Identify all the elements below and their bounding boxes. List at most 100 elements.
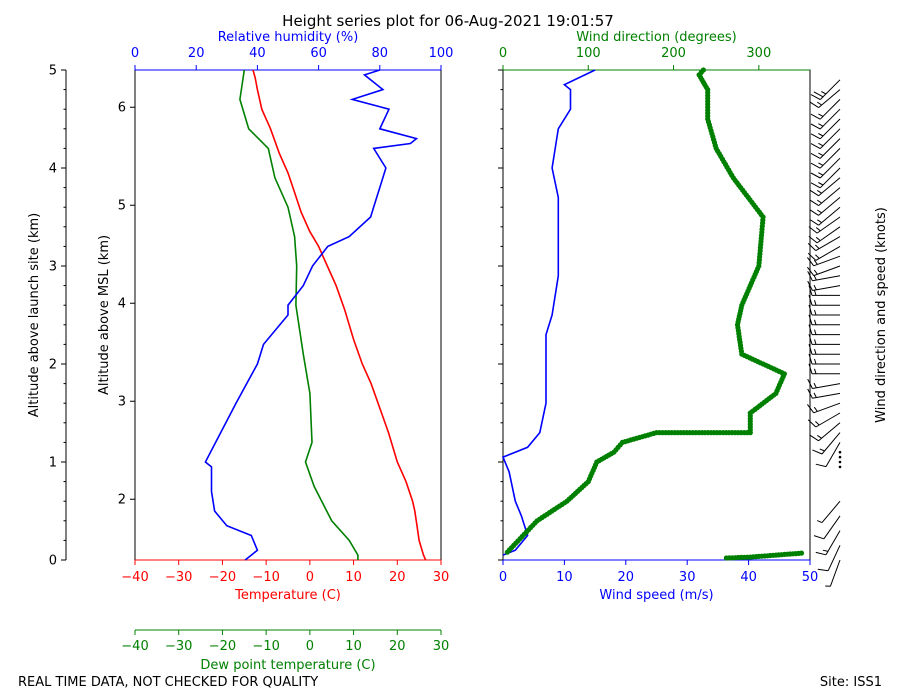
wind-barb-half-flag — [817, 101, 822, 106]
wind-barb-staff — [812, 285, 841, 291]
wind-barb-half-flag — [817, 520, 823, 524]
wind-direction-tick-label: 0 — [499, 46, 507, 61]
wind-barb-flag — [808, 304, 813, 316]
dewpoint-tick-label: 30 — [433, 639, 450, 654]
wind-barb-half-flag — [813, 275, 817, 281]
wind-barb-flag — [807, 419, 817, 428]
wind-barb-flag — [809, 189, 819, 197]
wind-barb-staff — [827, 545, 841, 571]
wind-barb-flag — [807, 404, 815, 414]
temperature-axis-label: Temperature (C) — [234, 588, 341, 603]
wind-barb-staff — [813, 255, 841, 267]
wind-barb-half-flag — [818, 162, 824, 166]
wind-barb-half-flag — [813, 269, 818, 275]
wind-barb-half-flag — [814, 319, 817, 325]
launch-altitude-tick-label: 2 — [49, 358, 57, 373]
launch-altitude-tick-label: 4 — [49, 162, 57, 177]
wind-barb-half-flag — [818, 123, 824, 127]
wind-barb-half-flag — [818, 152, 824, 157]
wind-barb-half-flag — [813, 406, 818, 412]
wind-barb-flag — [815, 551, 827, 556]
wind-barb-flag — [810, 133, 821, 140]
wind-barb-flag — [809, 101, 819, 109]
wind-barb-flag — [809, 434, 819, 442]
wind-barb-staff — [825, 442, 841, 467]
wind-barb-flag — [810, 113, 821, 120]
wind-barb-staff — [819, 157, 841, 179]
wind-barb-flag — [808, 314, 813, 325]
wind-barb-staff — [816, 226, 841, 244]
wind-barb-staff — [815, 412, 841, 428]
wind-direction-axis-label: Wind direction (degrees) — [576, 30, 736, 45]
wind-barb-staff — [819, 108, 841, 130]
wind-barb-half-flag — [817, 434, 822, 439]
wind-barb-flag — [809, 219, 819, 226]
wind-barb-half-flag — [817, 199, 822, 204]
rh-tick-label: 100 — [429, 46, 454, 61]
calm-wind-dot — [838, 460, 842, 464]
wind-barb-half-flag — [815, 236, 821, 241]
wind-speed-tick-label: 40 — [740, 570, 757, 585]
wind-barb-half-flag — [814, 349, 817, 355]
dewpoint-tick-label: 20 — [389, 639, 406, 654]
wind-barb-half-flag — [821, 91, 827, 95]
quality-disclaimer: REAL TIME DATA, NOT CHECKED FOR QUALITY — [18, 675, 318, 690]
wind-barb-half-flag — [817, 209, 822, 214]
msl-altitude-axis-label: Altitude above MSL (km) — [97, 235, 112, 395]
wind-barb-flag — [813, 535, 825, 540]
wind-speed-tick-label: 10 — [556, 570, 573, 585]
wind-barb-flag — [813, 91, 824, 98]
wind-direction-tick-label: 100 — [576, 46, 601, 61]
wind-barb-flag — [808, 295, 813, 306]
wind-speed-tick-label: 50 — [802, 570, 819, 585]
wind-barb-staff — [813, 265, 841, 277]
dewpoint-tick-label: −30 — [165, 639, 192, 654]
wind-barb-half-flag — [814, 339, 817, 345]
wind-barb-staff — [813, 402, 841, 414]
rh-tick-label: 0 — [131, 46, 139, 61]
msl-altitude-tick-label: 4 — [118, 297, 126, 312]
wind-barb-flag — [810, 172, 821, 179]
wind-barb-flag — [807, 271, 813, 281]
wind-barb-flag — [810, 152, 821, 159]
wind-barb-half-flag — [813, 382, 817, 389]
launch-altitude-tick-label: 3 — [49, 260, 57, 275]
launch-altitude-tick-label: 5 — [49, 64, 57, 79]
wind-barb-half-flag — [818, 142, 824, 147]
msl-altitude-tick-label: 6 — [118, 101, 126, 116]
wind-barb-staff — [819, 148, 841, 169]
temperature-tick-label: 0 — [306, 570, 314, 585]
dewpoint-tick-label: −40 — [121, 639, 148, 654]
wind-barb-flag — [810, 162, 821, 169]
wind-barb-staff — [818, 206, 841, 226]
temperature-line — [252, 69, 427, 561]
wind-speed-tick-label: 30 — [679, 570, 696, 585]
launch-altitude-tick-label: 1 — [49, 456, 57, 471]
wind-barb-flag — [807, 252, 817, 261]
wind-barb-flag — [808, 285, 813, 296]
wind-barb-half-flag — [813, 392, 817, 398]
wind-barb-half-flag — [818, 182, 824, 186]
wind-barb-flag — [809, 209, 819, 216]
wind-barb-flag — [808, 334, 813, 345]
wind-barb-staff — [823, 515, 841, 540]
wind-barb-staff — [821, 432, 841, 455]
wind-barb-half-flag — [815, 421, 820, 426]
wind-barb-half-flag — [814, 300, 817, 306]
wind-direction-points — [504, 67, 788, 555]
calm-wind-dot — [838, 455, 842, 459]
temperature-tick-label: −20 — [209, 570, 236, 585]
wind-barb-flag — [808, 353, 813, 365]
wind-barb-flag — [810, 143, 821, 150]
wind-barb-half-flag — [817, 219, 822, 224]
wind-barb-flag — [807, 378, 813, 389]
wind-direction-tick-label: 300 — [746, 46, 771, 61]
wind-barb-half-flag — [815, 227, 821, 232]
dewpoint-axis-label: Dew point temperature (C) — [200, 658, 375, 673]
wind-barb-flag — [810, 123, 821, 130]
wind-barb-half-flag — [815, 244, 820, 249]
wind-direction-surface-points — [723, 550, 805, 561]
wind-barb-flag — [817, 568, 829, 572]
